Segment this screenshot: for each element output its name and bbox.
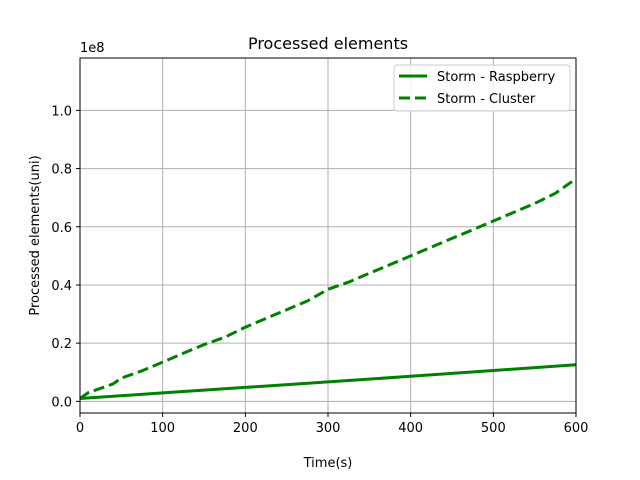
y-tick-label: 0.6 [51, 221, 72, 236]
series-layer [79, 177, 577, 400]
x-tick-label: 300 [316, 421, 341, 436]
y-tick-label: 0.8 [51, 163, 72, 178]
legend-entry-raspberry: Storm - Raspberry [437, 70, 555, 85]
y-tick-label: 0.0 [51, 395, 72, 410]
legend-box [393, 64, 571, 112]
legend: Storm - Raspberry Storm - Cluster [393, 64, 571, 112]
y-tick-label: 0.2 [51, 337, 72, 352]
x-tick-label: 200 [233, 421, 258, 436]
y-tick-label: 1.0 [51, 104, 72, 119]
series-line-cluster [79, 177, 577, 400]
grid [79, 58, 577, 413]
x-tick-label: 500 [481, 421, 506, 436]
series-line-raspberry [79, 363, 577, 400]
legend-entry-cluster: Storm - Cluster [437, 92, 536, 107]
y-offset-label: 1e8 [80, 41, 105, 56]
y-axis-label: Processed elements(uni) [28, 155, 43, 315]
y-tick-label: 0.4 [51, 279, 72, 294]
x-tick-label: 400 [398, 421, 423, 436]
chart-title: Processed elements [248, 34, 408, 53]
x-axis-label: Time(s) [303, 456, 353, 471]
ticks: 0 100 200 300 400 500 600 0.0 0.2 0.4 0.6 0.8 1.0 [51, 104, 588, 436]
x-tick-label: 0 [76, 421, 84, 436]
x-tick-label: 100 [150, 421, 175, 436]
x-tick-label: 600 [564, 421, 589, 436]
